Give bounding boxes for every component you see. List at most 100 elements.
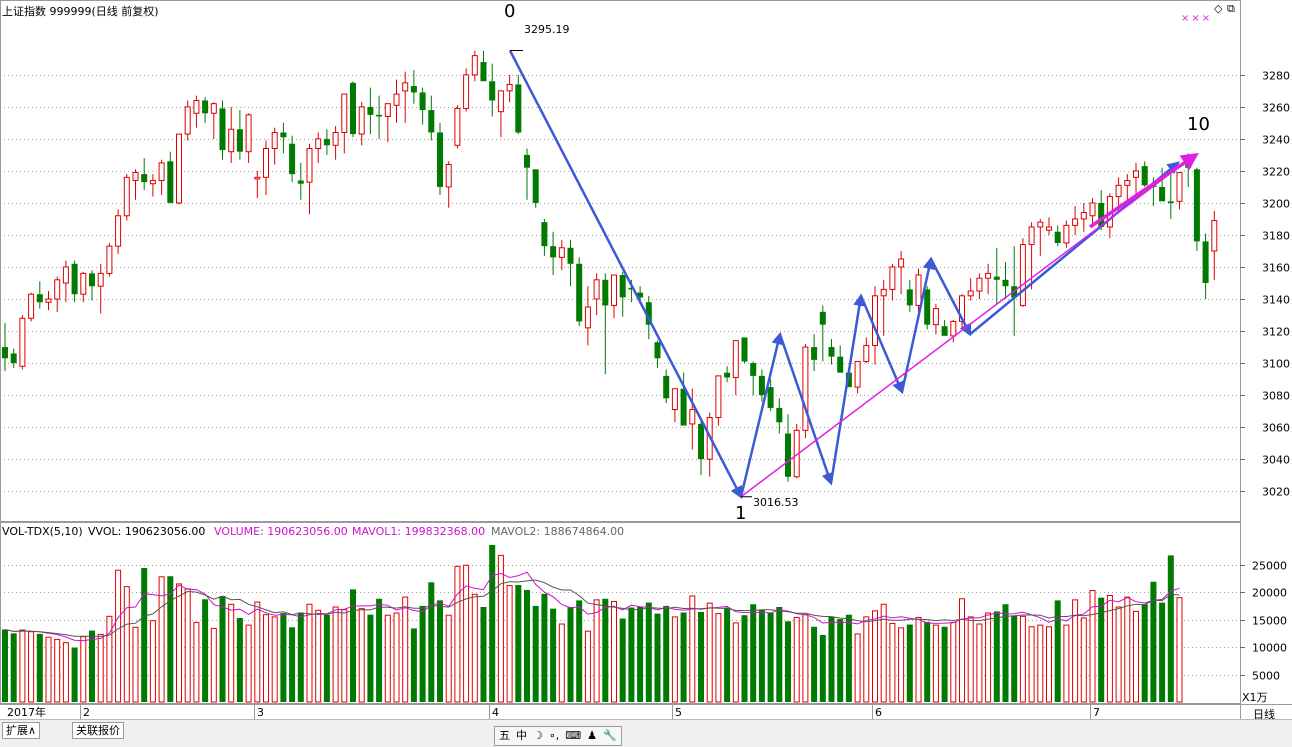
candle-body bbox=[80, 272, 87, 295]
volume-bar bbox=[471, 593, 478, 703]
volume-bar bbox=[1046, 626, 1052, 703]
volume-bar bbox=[576, 600, 583, 702]
volume-bar bbox=[80, 636, 87, 703]
mavol1-value: MAVOL1: 199832368.00 bbox=[352, 525, 486, 538]
candle-body bbox=[837, 356, 844, 373]
diamond-icon[interactable]: ◇ bbox=[1214, 2, 1223, 15]
volume-bar bbox=[1080, 617, 1087, 703]
candle-body bbox=[245, 114, 252, 153]
volume-bar bbox=[985, 612, 992, 703]
volume-bar bbox=[141, 568, 148, 702]
candle bbox=[1176, 172, 1183, 210]
candle bbox=[2, 323, 8, 372]
candle bbox=[115, 209, 122, 255]
candle bbox=[45, 291, 52, 311]
candle bbox=[167, 151, 174, 203]
volume-bar bbox=[689, 595, 696, 703]
dots-icon[interactable]: ∘, bbox=[548, 729, 560, 742]
volume-bar bbox=[1115, 606, 1122, 703]
candle bbox=[567, 239, 574, 287]
grid-lines bbox=[0, 75, 1240, 676]
candle-body bbox=[898, 258, 905, 268]
candle bbox=[1019, 238, 1026, 308]
volume-bar bbox=[776, 606, 783, 702]
candle-body bbox=[1063, 224, 1070, 244]
candle bbox=[750, 361, 757, 396]
toolbar-item-five[interactable]: 五 bbox=[499, 729, 510, 742]
volume-bar bbox=[698, 611, 704, 702]
candle-body bbox=[611, 274, 617, 306]
tab-expand[interactable]: 扩展∧ bbox=[2, 722, 41, 739]
candle bbox=[297, 162, 304, 200]
candle-body bbox=[341, 93, 348, 133]
volume-bar bbox=[306, 603, 313, 703]
candle bbox=[1202, 233, 1209, 300]
candle bbox=[306, 143, 313, 215]
price-tick-label: 3260 bbox=[1262, 102, 1290, 115]
candle bbox=[132, 169, 139, 200]
candle bbox=[584, 286, 591, 346]
candle-body bbox=[584, 306, 591, 329]
candle-body bbox=[715, 375, 722, 419]
candle bbox=[410, 70, 417, 104]
wave-segment bbox=[829, 293, 866, 484]
volume-bar bbox=[550, 608, 557, 702]
candle bbox=[967, 278, 974, 301]
volume-bar bbox=[315, 609, 322, 703]
candle bbox=[593, 273, 600, 316]
wave-segment bbox=[929, 258, 972, 337]
candle-body bbox=[863, 344, 870, 362]
candle-body bbox=[489, 81, 496, 101]
toolbar-item-zhong[interactable]: 中 bbox=[516, 729, 527, 742]
volume-bar bbox=[941, 626, 948, 702]
volume-bar bbox=[715, 613, 722, 703]
volume-bar bbox=[663, 605, 670, 702]
wrench-icon[interactable]: 🔧 bbox=[603, 729, 617, 742]
candle-body bbox=[1133, 170, 1139, 178]
price-tick-label: 3280 bbox=[1262, 70, 1290, 83]
volume-bar bbox=[228, 603, 235, 703]
candle bbox=[602, 273, 609, 375]
volume-bar bbox=[10, 633, 17, 702]
volume-bar bbox=[741, 615, 748, 702]
candle-body bbox=[19, 317, 26, 367]
volume-bar bbox=[384, 614, 391, 703]
keyboard-icon[interactable]: ⌨ bbox=[565, 729, 582, 742]
volume-bar bbox=[1141, 604, 1148, 702]
volume-bar bbox=[1150, 581, 1157, 702]
tab-related-quotes[interactable]: 关联报价 bbox=[72, 722, 124, 739]
time-tick-label: 3 bbox=[257, 706, 264, 719]
candle bbox=[541, 218, 548, 256]
candle-body bbox=[1046, 226, 1052, 231]
volume-bar bbox=[36, 633, 43, 702]
time-tick-label: 2017年 bbox=[7, 705, 46, 719]
moon-icon[interactable]: ☽ bbox=[533, 729, 543, 742]
candle-body bbox=[115, 215, 122, 247]
volume-ma-line bbox=[4, 579, 1180, 637]
candle-body bbox=[785, 433, 791, 477]
candle bbox=[985, 263, 992, 295]
volume-bar bbox=[967, 616, 974, 703]
volume-bar bbox=[950, 621, 957, 703]
candle bbox=[350, 81, 356, 138]
person-icon[interactable]: ♟ bbox=[587, 729, 598, 742]
candle-body bbox=[1141, 166, 1148, 186]
mavol2-value: MAVOL2: 188674864.00 bbox=[491, 525, 625, 538]
candle bbox=[219, 100, 226, 160]
candle-body bbox=[950, 320, 957, 337]
candle-body bbox=[254, 176, 261, 180]
candle bbox=[54, 276, 61, 312]
candle-body bbox=[880, 288, 887, 297]
volume-bar bbox=[393, 612, 400, 703]
candle-body bbox=[915, 274, 922, 306]
restore-window-icon[interactable]: ⧉ bbox=[1227, 2, 1235, 15]
candle bbox=[463, 68, 470, 112]
volume-bar bbox=[541, 593, 548, 702]
candle-body bbox=[1193, 169, 1200, 242]
candle bbox=[497, 90, 504, 138]
volume-bar bbox=[654, 613, 661, 702]
volume-bar bbox=[1089, 590, 1096, 703]
candle bbox=[80, 271, 87, 303]
price-tick-label: 3240 bbox=[1262, 134, 1290, 147]
candle-body bbox=[680, 388, 687, 426]
